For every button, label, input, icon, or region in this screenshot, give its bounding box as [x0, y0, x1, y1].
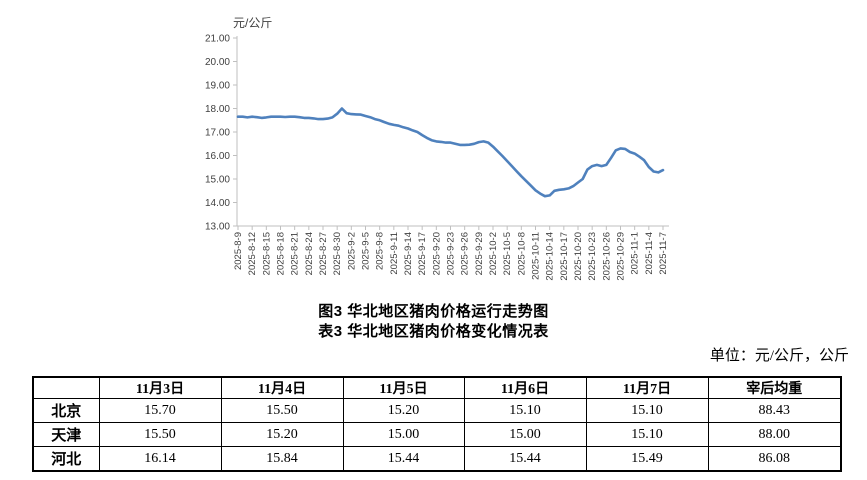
x-axis-tick-label: 2025-9-5 — [361, 232, 372, 270]
price-table: 11月3日 11月4日 11月5日 11月6日 11月7日 宰后均重 北京 15.70 15.… — [32, 376, 842, 472]
captions: 图3 华北地区猪肉价格运行走势图 表3 华北地区猪肉价格变化情况表 — [0, 302, 867, 342]
table-cell: 15.44 — [463, 446, 587, 472]
table-cell: 15.10 — [585, 398, 709, 423]
x-axis-tick-label: 2025-9-11 — [389, 232, 400, 275]
table-cell: 15.20 — [220, 422, 344, 447]
y-axis-tick-label: 13.00 — [205, 222, 230, 233]
table-cell: 88.43 — [707, 398, 842, 423]
x-axis-tick-label: 2025-9-2 — [346, 232, 357, 270]
table-row: 天津 15.50 15.20 15.00 15.00 15.10 88.00 — [32, 422, 842, 447]
x-axis-tick-label: 2025-11-7 — [658, 232, 669, 275]
table-corner-cell — [32, 376, 100, 399]
x-axis-tick-label: 2025-11-1 — [630, 232, 641, 275]
table-cell: 15.10 — [585, 422, 709, 447]
x-axis-tick-label: 2025-9-29 — [474, 232, 485, 275]
x-axis-tick-label: 2025-10-29 — [616, 232, 627, 281]
x-axis-tick-label: 2025-9-8 — [375, 232, 386, 270]
x-axis-tick-label: 2025-10-2 — [488, 232, 499, 275]
x-axis-tick-label: 2025-8-15 — [261, 232, 272, 275]
figure-caption: 图3 华北地区猪肉价格运行走势图 — [318, 303, 549, 320]
x-axis-tick-label: 2025-9-20 — [431, 232, 442, 275]
x-axis-tick-label: 2025-8-30 — [332, 232, 343, 275]
y-axis-tick-label: 20.00 — [205, 57, 230, 68]
y-axis-tick-label: 15.00 — [205, 175, 230, 186]
table-cell: 15.00 — [463, 422, 587, 447]
table-caption: 表3 华北地区猪肉价格变化情况表 — [318, 323, 549, 340]
table-row: 北京 15.70 15.50 15.20 15.10 15.10 88.43 — [32, 398, 842, 423]
table-cell: 15.49 — [585, 446, 709, 472]
y-axis-tick-label: 16.00 — [205, 151, 230, 162]
region-label: 河北 — [32, 446, 100, 472]
table-cell: 15.10 — [463, 398, 587, 423]
region-label: 天津 — [32, 422, 100, 447]
x-axis-tick-label: 2025-10-23 — [587, 232, 598, 281]
table-cell: 16.14 — [98, 446, 222, 472]
y-axis-tick-label: 19.00 — [205, 81, 230, 92]
table-header-row: 11月3日 11月4日 11月5日 11月6日 11月7日 宰后均重 — [32, 376, 842, 399]
x-axis-tick-label: 2025-9-17 — [417, 232, 428, 275]
pork-price-trend-chart: 元/公斤 21.00 20.00 19.00 18.00 17.00 16.00 15.00 1… — [205, 16, 669, 281]
table-row: 河北 16.14 15.84 15.44 15.44 15.49 86.08 — [32, 446, 842, 472]
x-axis-tick-label: 2025-10-11 — [531, 232, 542, 280]
table-cell: 15.50 — [98, 422, 222, 447]
x-axis-tick-label: 2025-9-23 — [446, 232, 457, 275]
table-cell: 15.50 — [220, 398, 344, 423]
x-axis-tick-label: 2025-10-5 — [502, 232, 513, 275]
x-axis-tick-label: 2025-8-27 — [318, 232, 329, 275]
table-column-header: 11月7日 — [585, 376, 709, 399]
table-column-header: 11月3日 — [98, 376, 222, 399]
table-cell: 15.44 — [342, 446, 465, 472]
table-column-header: 11月6日 — [463, 376, 587, 399]
table-column-header: 11月4日 — [220, 376, 344, 399]
table-cell: 88.00 — [707, 422, 842, 447]
table-cell: 86.08 — [707, 446, 842, 472]
price-line-series — [236, 107, 665, 198]
x-axis-tick-label: 2025-8-12 — [247, 232, 258, 275]
x-axis-tick-label: 2025-10-8 — [516, 232, 527, 275]
x-axis-tick-label: 2025-9-14 — [403, 232, 414, 275]
x-axis-tick-label: 2025-10-26 — [601, 232, 612, 281]
x-axis-tick-label: 2025-8-9 — [233, 232, 244, 270]
y-axis-tick-label: 21.00 — [205, 34, 230, 45]
table-column-header: 11月5日 — [342, 376, 465, 399]
x-axis-tick-label: 2025-10-14 — [545, 232, 556, 281]
unit-note: 单位：元/公斤，公斤 — [709, 348, 849, 364]
x-axis-tick-label: 2025-8-24 — [304, 232, 315, 275]
table-cell: 15.70 — [98, 398, 222, 423]
table-cell: 15.84 — [220, 446, 344, 472]
x-axis-tick-label: 2025-10-20 — [573, 232, 584, 281]
x-axis-tick-label: 2025-8-18 — [276, 232, 287, 275]
y-axis-tick-label: 17.00 — [205, 128, 230, 139]
y-axis-tick-label: 14.00 — [205, 198, 230, 209]
y-axis-title: 元/公斤 — [233, 16, 272, 30]
x-axis-tick-label: 2025-10-17 — [559, 232, 570, 281]
x-axis-tick-label: 2025-9-26 — [460, 232, 471, 275]
table-cell: 15.00 — [342, 422, 465, 447]
x-axis-tick-label: 2025-8-21 — [290, 232, 301, 275]
y-axis-tick-label: 18.00 — [205, 104, 230, 115]
x-axis-tick-label: 2025-11-4 — [644, 232, 655, 275]
region-label: 北京 — [32, 398, 100, 423]
table-cell: 15.20 — [342, 398, 465, 423]
table-column-header: 宰后均重 — [707, 376, 842, 399]
